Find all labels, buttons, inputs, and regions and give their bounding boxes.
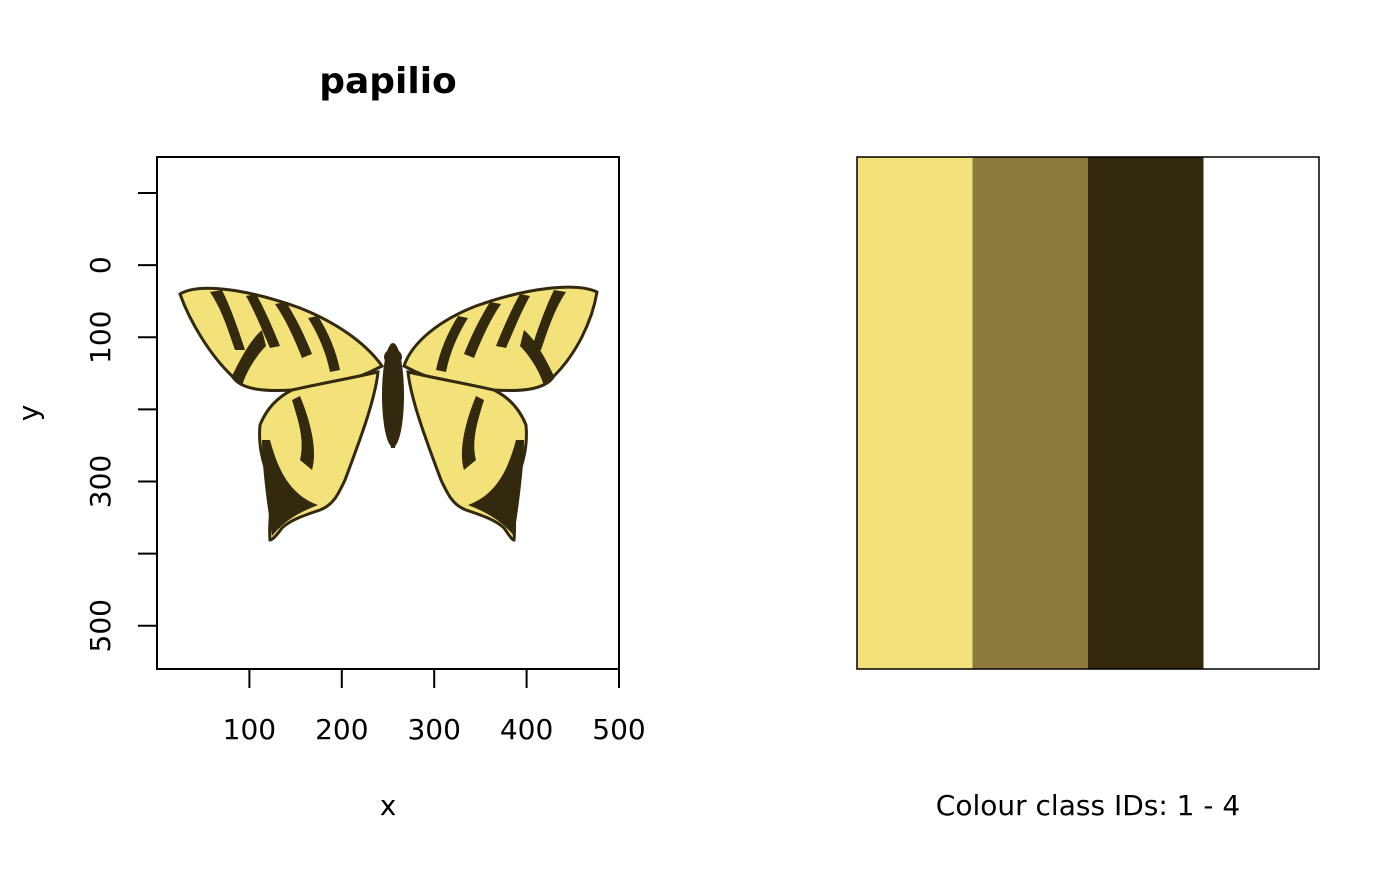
colour-palette-panel: Colour class IDs: 1 - 4 (856, 156, 1320, 822)
colour-class-swatch-2 (972, 157, 1089, 669)
colour-class-swatch-4 (1203, 157, 1320, 669)
colour-class-swatch-1 (857, 157, 973, 669)
y-tick-label: 300 (84, 455, 117, 508)
y-tick-label: 500 (84, 599, 117, 652)
y-tick-label: 100 (84, 311, 117, 364)
left-wing-stripes (210, 290, 340, 536)
y-tick-label: 0 (84, 256, 117, 274)
butterfly-image (178, 285, 599, 542)
x-axis: 100 200 300 400 500 (223, 669, 646, 746)
palette-swatches (857, 157, 1320, 669)
y-axis: 0 100 300 500 (84, 192, 157, 652)
butterfly-body (382, 343, 404, 447)
right-wing-stripes (436, 290, 566, 536)
butterfly-head (384, 349, 402, 365)
x-tick-label: 500 (592, 713, 645, 746)
x-axis-label: x (380, 789, 397, 822)
palette-label: Colour class IDs: 1 - 4 (936, 789, 1240, 822)
plot-frame (156, 156, 620, 670)
butterfly-abdomen (388, 430, 398, 448)
plot-title: papilio (319, 61, 457, 102)
x-tick-label: 400 (500, 713, 553, 746)
palette-frame (856, 156, 1320, 670)
butterfly-image-panel: papilio x y (12, 61, 646, 822)
y-axis-label: y (12, 405, 45, 422)
x-tick-label: 300 (407, 713, 460, 746)
colour-class-swatch-3 (1088, 157, 1204, 669)
x-tick-label: 100 (223, 713, 276, 746)
x-tick-label: 200 (315, 713, 368, 746)
